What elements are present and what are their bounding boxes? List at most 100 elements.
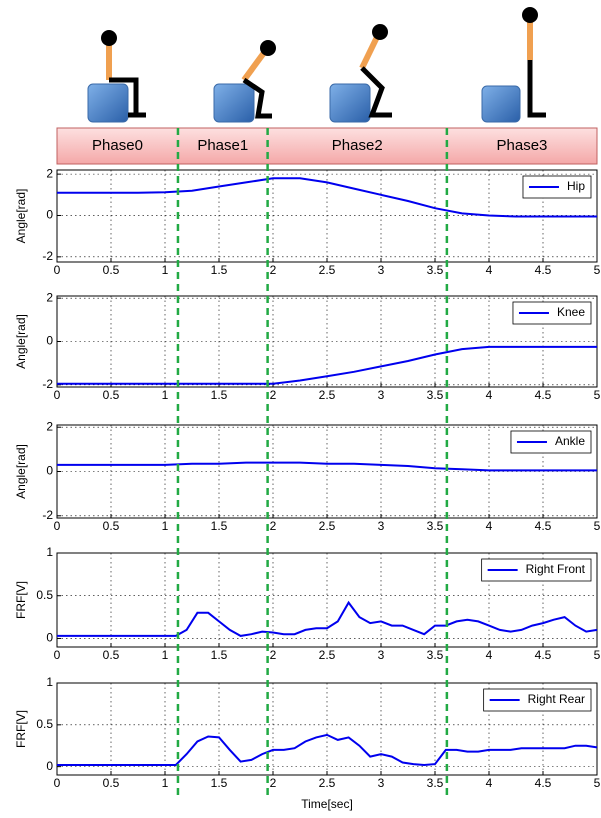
x-tick-label: 1.5 <box>211 776 228 790</box>
x-tick-label: 2.5 <box>319 263 336 277</box>
y-tick-label: 2 <box>46 166 53 180</box>
legend-label: Ankle <box>555 434 585 448</box>
x-tick-label: 1.5 <box>211 519 228 533</box>
x-tick-label: 4 <box>486 776 493 790</box>
legend: Right Front <box>481 558 592 582</box>
x-tick-label: 2 <box>270 519 277 533</box>
x-tick-label: 4.5 <box>535 263 552 277</box>
x-tick-label: 0.5 <box>103 776 120 790</box>
legend-box <box>481 558 592 582</box>
x-tick-label: 0.5 <box>103 648 120 662</box>
x-tick-label: 2 <box>270 776 277 790</box>
y-tick-label: 2 <box>46 419 53 433</box>
series-line <box>57 733 598 767</box>
figure-phase3 <box>481 7 546 123</box>
x-tick-label: 0.5 <box>103 519 120 533</box>
legend-box <box>510 430 592 454</box>
y-tick-label: 0.5 <box>36 717 53 731</box>
x-tick-label: 2 <box>270 648 277 662</box>
x-tick-label: 0.5 <box>103 388 120 402</box>
x-tick-label: 1 <box>162 263 169 277</box>
x-tick-label: 2.5 <box>319 388 336 402</box>
x-tick-label: 0.5 <box>103 263 120 277</box>
x-tick-label: 0 <box>54 263 61 277</box>
axes-frame <box>56 424 598 519</box>
x-tick-label: 5 <box>594 519 601 533</box>
y-tick-label: 0 <box>46 631 53 645</box>
x-tick-label: 5 <box>594 648 601 662</box>
x-tick-label: 2.5 <box>319 519 336 533</box>
legend-label: Right Rear <box>528 692 585 706</box>
figure-phase1 <box>213 40 276 123</box>
y-axis-label: Angle[rad] <box>14 189 28 244</box>
legend-label: Hip <box>567 179 585 193</box>
x-tick-label: 0 <box>54 519 61 533</box>
y-tick-label: -2 <box>42 377 53 391</box>
x-tick-label: 2.5 <box>319 776 336 790</box>
x-tick-label: 3 <box>378 519 385 533</box>
y-axis-label: Angle[rad] <box>14 444 28 499</box>
series-line <box>57 177 597 218</box>
legend-label: Knee <box>557 305 585 319</box>
x-tick-label: 4 <box>486 388 493 402</box>
x-tick-label: 4.5 <box>535 776 552 790</box>
x-tick-label: 3.5 <box>427 648 444 662</box>
legend: Hip <box>522 175 592 199</box>
y-axis-label: FRF[V] <box>14 581 28 619</box>
y-axis-label: Angle[rad] <box>14 314 28 369</box>
x-tick-label: 2 <box>270 263 277 277</box>
x-tick-label: 4 <box>486 519 493 533</box>
figure-phase0 <box>87 30 146 123</box>
figure-phase2 <box>329 24 392 123</box>
x-tick-label: 5 <box>594 263 601 277</box>
y-tick-label: 0 <box>46 208 53 222</box>
legend: Right Rear <box>483 688 592 712</box>
x-tick-label: 3 <box>378 648 385 662</box>
y-axis-label: FRF[V] <box>14 710 28 748</box>
series-line <box>57 461 597 472</box>
x-tick-label: 1.5 <box>211 263 228 277</box>
x-tick-label: 3.5 <box>427 519 444 533</box>
phase-label: Phase3 <box>497 137 548 154</box>
y-tick-label: 1 <box>46 545 53 559</box>
x-tick-label: 0 <box>54 388 61 402</box>
x-axis-label: Time[sec] <box>301 797 353 811</box>
y-tick-label: -2 <box>42 508 53 522</box>
legend-label: Right Front <box>526 562 586 576</box>
x-tick-label: 4.5 <box>535 388 552 402</box>
phase-bar <box>56 127 598 165</box>
phase-label: Phase2 <box>332 137 383 154</box>
y-tick-label: -2 <box>42 249 53 263</box>
axes-frame <box>56 295 598 388</box>
x-tick-label: 1 <box>162 388 169 402</box>
x-tick-label: 3 <box>378 776 385 790</box>
x-tick-label: 5 <box>594 776 601 790</box>
phase-label: Phase0 <box>92 137 143 154</box>
y-tick-label: 0 <box>46 759 53 773</box>
legend-box <box>483 688 592 712</box>
series-line <box>57 345 597 385</box>
x-tick-label: 1 <box>162 648 169 662</box>
y-tick-label: 0 <box>46 334 53 348</box>
x-tick-label: 1 <box>162 776 169 790</box>
x-tick-label: 0 <box>54 648 61 662</box>
x-tick-label: 4.5 <box>535 519 552 533</box>
x-tick-label: 4.5 <box>535 648 552 662</box>
x-tick-label: 5 <box>594 388 601 402</box>
x-tick-label: 4 <box>486 263 493 277</box>
y-tick-label: 0 <box>46 464 53 478</box>
x-tick-label: 2 <box>270 388 277 402</box>
x-tick-label: 0 <box>54 776 61 790</box>
x-tick-label: 3.5 <box>427 776 444 790</box>
y-tick-label: 1 <box>46 675 53 689</box>
legend-box <box>512 301 592 325</box>
x-tick-label: 3.5 <box>427 263 444 277</box>
series-line <box>57 600 598 637</box>
legend: Knee <box>512 301 592 325</box>
legend: Ankle <box>510 430 592 454</box>
x-tick-label: 2.5 <box>319 648 336 662</box>
axes-frame <box>56 552 598 648</box>
x-tick-label: 1 <box>162 519 169 533</box>
x-tick-label: 3 <box>378 263 385 277</box>
